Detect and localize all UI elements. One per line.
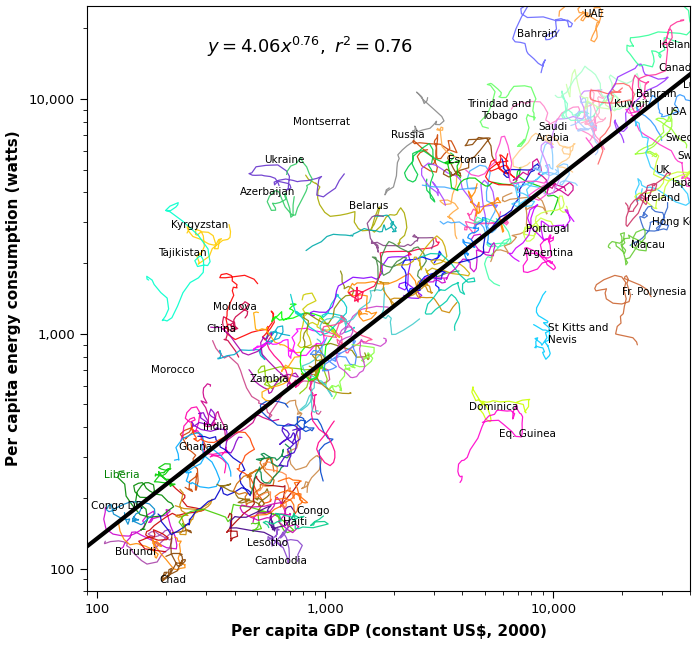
Text: Cambodia: Cambodia <box>255 556 308 566</box>
Text: Moldova: Moldova <box>212 302 256 312</box>
Text: St Kitts and
Nevis: St Kitts and Nevis <box>548 323 608 344</box>
Text: Eq. Guinea: Eq. Guinea <box>499 429 556 439</box>
Text: Japan: Japan <box>672 177 696 188</box>
Text: China: China <box>206 324 236 334</box>
Text: Liberia: Liberia <box>104 470 139 480</box>
Text: Kuwait: Kuwait <box>614 99 649 109</box>
Text: Iceland: Iceland <box>658 40 696 50</box>
Text: Belarus: Belarus <box>349 201 388 211</box>
Text: Macau: Macau <box>631 239 665 250</box>
Text: Argentina: Argentina <box>523 248 574 259</box>
Text: Sweden: Sweden <box>665 134 696 143</box>
Text: Kyrgyzstan: Kyrgyzstan <box>171 220 228 230</box>
Text: Luxembourg: Luxembourg <box>683 80 696 90</box>
Text: Estonia: Estonia <box>448 155 487 165</box>
Text: Bahrain: Bahrain <box>517 28 557 39</box>
Text: Zambia: Zambia <box>250 374 290 384</box>
Text: Ukraine: Ukraine <box>264 155 304 165</box>
Text: Fr. Polynesia: Fr. Polynesia <box>622 288 686 297</box>
Text: India: India <box>203 422 228 432</box>
Text: $y = 4.06x^{0.76},\ r^2 = 0.76$: $y = 4.06x^{0.76},\ r^2 = 0.76$ <box>207 35 413 59</box>
Text: Burundi: Burundi <box>116 547 157 557</box>
Text: Tajikistan: Tajikistan <box>158 248 207 259</box>
Text: Montserrat: Montserrat <box>293 117 349 126</box>
Text: Canada: Canada <box>658 63 696 74</box>
Text: Chad: Chad <box>159 575 187 586</box>
Text: Haiti: Haiti <box>283 517 308 527</box>
Text: Dominica: Dominica <box>469 401 519 412</box>
Text: Saudi
Arabia: Saudi Arabia <box>536 122 570 143</box>
Text: Congo: Congo <box>296 506 329 517</box>
Text: Portugal: Portugal <box>526 224 570 233</box>
Text: Ghana: Ghana <box>179 442 213 452</box>
Text: Lesotho: Lesotho <box>247 539 288 548</box>
Text: Hong Kong: Hong Kong <box>651 217 696 227</box>
Text: Trinidad and
Tobago: Trinidad and Tobago <box>467 99 531 121</box>
Text: Ireland: Ireland <box>644 193 680 203</box>
Text: Azerbaijan: Azerbaijan <box>240 188 296 197</box>
Text: UK: UK <box>655 164 670 175</box>
Text: Bahrain: Bahrain <box>635 89 676 99</box>
Text: Congo DR: Congo DR <box>91 501 143 511</box>
Text: Switzerland: Switzerland <box>677 152 696 161</box>
X-axis label: Per capita GDP (constant US$, 2000): Per capita GDP (constant US$, 2000) <box>230 624 546 639</box>
Text: Russia: Russia <box>391 130 425 141</box>
Y-axis label: Per capita energy consumption (watts): Per capita energy consumption (watts) <box>6 131 21 466</box>
Text: UAE: UAE <box>583 8 604 19</box>
Text: Morocco: Morocco <box>151 365 195 375</box>
Text: USA: USA <box>665 107 687 117</box>
